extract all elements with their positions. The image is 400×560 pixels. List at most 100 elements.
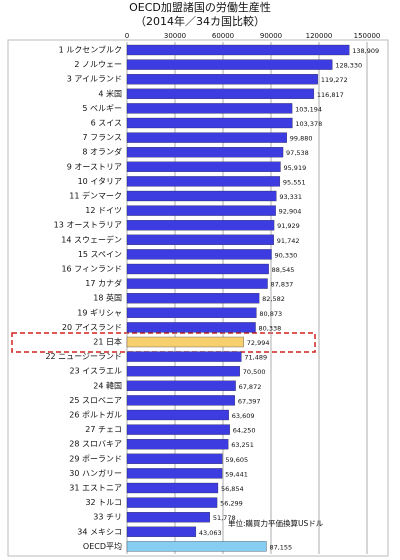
value-label: 99,880 (290, 135, 313, 143)
category-label: 25 スロベニア (69, 396, 122, 405)
bar (126, 380, 236, 391)
category-label: 3 アイルランド (67, 75, 122, 84)
chart-title: OECD加盟諸国の労働生産性 (129, 0, 271, 14)
bar (126, 117, 293, 129)
value-label: 67,397 (238, 397, 261, 405)
bar (126, 336, 244, 348)
value-label: 67,872 (239, 383, 262, 391)
category-label: OECD平均 (83, 541, 122, 551)
value-label: 138,909 (352, 47, 379, 55)
value-label: 128,330 (335, 62, 362, 70)
category-label: 24 韓国 (93, 380, 122, 390)
value-label: 95,919 (283, 164, 306, 172)
category-label: 10 イタリア (78, 177, 122, 186)
category-label: 30 ハンガリー (69, 468, 122, 478)
value-label: 63,609 (232, 412, 255, 420)
bar (126, 190, 277, 202)
bar (126, 205, 276, 216)
category-label: 15 スペイン (78, 250, 122, 259)
category-label: 22 ニュージーランド (45, 352, 122, 361)
value-label: 92,904 (279, 208, 302, 216)
bar (126, 278, 268, 289)
value-label: 56,299 (220, 500, 243, 508)
category-label: 14 スウェーデン (61, 234, 122, 244)
bar (126, 322, 256, 333)
value-label: 56,854 (221, 485, 244, 493)
category-label: 2 ノルウェー (74, 60, 122, 69)
category-label: 20 アイスランド (62, 323, 122, 332)
bar (126, 395, 235, 406)
category-label: 21 日本 (93, 337, 122, 347)
value-label: 116,817 (317, 91, 344, 99)
value-label: 63,251 (231, 441, 254, 449)
bar (126, 161, 281, 172)
category-label: 27 チェコ (85, 425, 122, 434)
annotation: 単位:購買力平価換算USドル (228, 518, 324, 528)
value-label: 72,994 (247, 339, 270, 347)
category-label: 6 スイス (91, 119, 122, 128)
plot-frame (7, 39, 389, 557)
category-label: 16 フィンランド (61, 265, 122, 274)
bar (126, 482, 219, 494)
value-label: 59,441 (225, 470, 248, 478)
value-label: 103,378 (295, 120, 322, 128)
value-label: 87,155 (269, 543, 292, 551)
bar (126, 307, 257, 318)
category-label: 19 ギリシャ (77, 308, 122, 317)
category-label: 8 オランダ (82, 147, 122, 157)
bar (126, 526, 197, 537)
bar (126, 74, 318, 85)
value-label: 103,194 (295, 105, 322, 113)
category-label: 31 エストニア (69, 484, 122, 493)
value-label: 91,742 (277, 237, 300, 245)
category-label: 7 フランス (83, 133, 122, 142)
bar (126, 468, 223, 479)
value-label: 64,250 (233, 427, 256, 435)
value-label: 71,489 (244, 354, 267, 362)
bar (126, 439, 229, 450)
value-label: 97,538 (286, 149, 309, 157)
category-label: 4 米国 (98, 88, 122, 98)
value-label: 88,545 (272, 266, 295, 274)
x-tick-label: 0 (125, 32, 129, 40)
category-label: 5 ベルギー (82, 104, 122, 113)
bar (126, 59, 333, 70)
category-label: 32 トルコ (85, 498, 122, 507)
value-label: 59,605 (225, 456, 248, 464)
value-label: 95,551 (283, 178, 306, 186)
category-label: 17 カナダ (85, 278, 122, 288)
value-label: 51,778 (213, 514, 236, 522)
bar (126, 453, 223, 464)
bar (126, 234, 274, 245)
category-label: 18 英国 (93, 293, 122, 303)
category-label: 33 チリ (93, 513, 122, 522)
category-label: 26 ポルトガル (69, 410, 122, 420)
bar (126, 512, 210, 523)
value-label: 82,582 (262, 295, 285, 303)
bar (126, 132, 287, 143)
category-label: 34 メキシコ (77, 527, 122, 536)
category-label: 1 ルクセンブルク (59, 45, 122, 55)
category-label: 11 デンマーク (69, 191, 122, 201)
category-label: 28 スロバキア (69, 440, 122, 449)
bar (126, 176, 281, 187)
bar (126, 497, 218, 508)
value-label: 70,500 (243, 368, 266, 376)
value-label: 80,338 (259, 324, 282, 332)
value-label: 87,837 (271, 281, 294, 289)
x-tick-label: 30000 (164, 32, 186, 40)
category-label: 9 オーストリア (67, 162, 122, 171)
value-label: 91,929 (277, 222, 300, 230)
value-label: 43,063 (199, 529, 222, 537)
category-label: 23 イスラエル (70, 367, 122, 376)
bar (126, 103, 293, 114)
bar (126, 351, 242, 362)
bar (126, 249, 272, 260)
bar (126, 424, 230, 435)
bar (126, 44, 350, 56)
x-tick-label: 90000 (260, 32, 282, 40)
bar (126, 220, 275, 231)
value-label: 80,873 (259, 310, 282, 318)
value-label: 90,330 (275, 251, 298, 259)
